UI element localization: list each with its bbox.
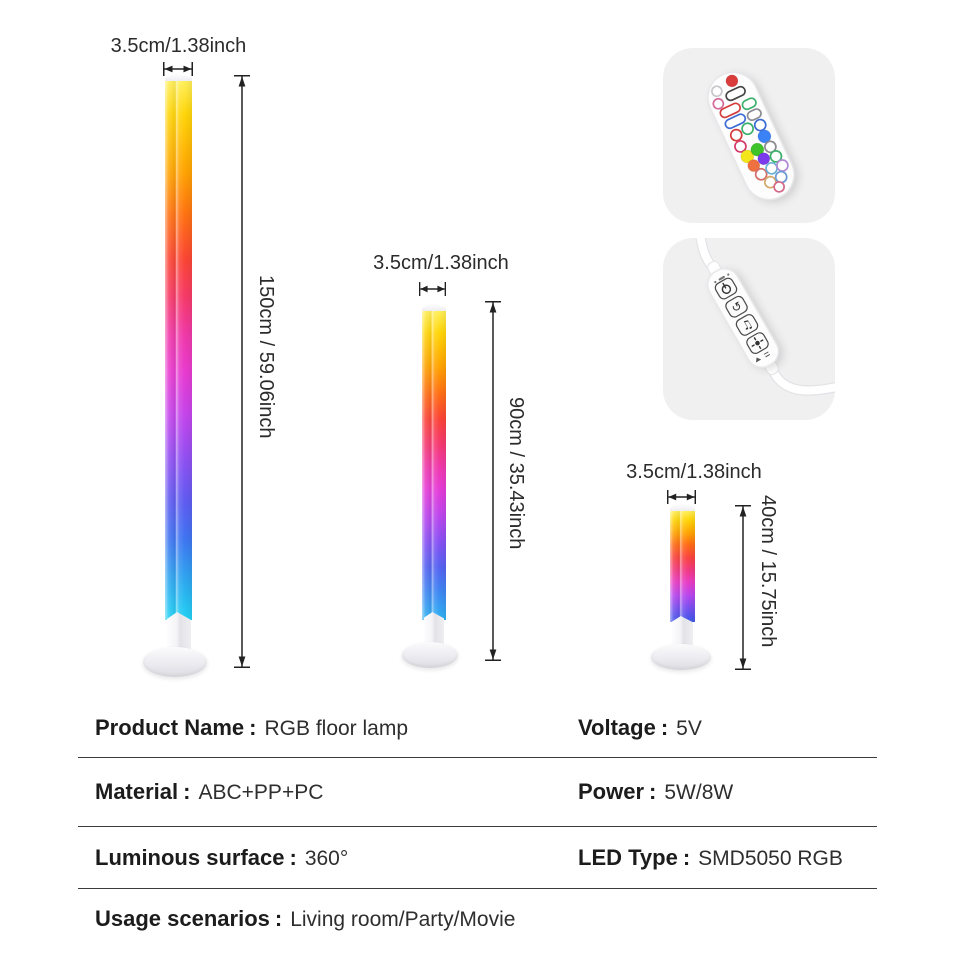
height-dimension-40 (735, 505, 751, 670)
brightness-icon (746, 332, 769, 354)
mode-loop-icon: ↺ (725, 295, 748, 318)
height-dimension-150 (234, 75, 250, 668)
lamp-150-top-cap (165, 73, 192, 82)
remote-buttons (711, 74, 789, 193)
spec-value: ABC+PP+PC (198, 781, 324, 804)
lamp-90-top-cap (422, 303, 446, 312)
width-label-90: 3.5cm/1.38inch (373, 252, 509, 274)
width-label-40: 3.5cm/1.38inch (626, 461, 762, 483)
height-label-40: 40cm / 15.75inch (757, 495, 779, 648)
width-arrow-150 (163, 62, 193, 76)
lamp-bar-40 (670, 511, 695, 622)
lamp-90-base (402, 642, 458, 668)
remote-control (707, 71, 795, 201)
spec-row-product-name: Product Name: RGB floor lamp Voltage:5V (78, 698, 877, 758)
spec-row-material: Material: ABC+PP+PC Power:5W/8W (78, 758, 877, 827)
spec-label: Power (578, 779, 645, 804)
spec-value: Living room/Party/Movie (290, 907, 516, 931)
remote-panel (663, 48, 835, 223)
spec-label: Material (95, 779, 179, 804)
spec-label: LED Type (578, 844, 678, 870)
power-icon (714, 277, 738, 300)
music-icon: ♫ (735, 314, 759, 336)
controller-panel: ↺ ♫ (663, 228, 847, 420)
lamp-bar-90 (422, 311, 446, 620)
spec-value: 5W/8W (664, 781, 734, 804)
height-label-90: 90cm / 35.43inch (505, 397, 527, 550)
spec-row-luminous-surface: Luminous surface:360° LED Type: SMD5050 R… (78, 827, 877, 889)
spec-value: RGB floor lamp (264, 716, 409, 740)
colon-separator: : (274, 905, 283, 931)
colon-separator: : (183, 779, 191, 804)
lamp-bar-150 (165, 81, 192, 620)
colon-separator: : (649, 779, 657, 804)
spec-value: SMD5050 RGB (698, 846, 843, 870)
spec-table: Product Name: RGB floor lamp Voltage:5V M… (78, 698, 877, 948)
spec-label: Voltage (578, 714, 656, 740)
height-label-150: 150cm / 59.06inch (255, 275, 277, 439)
spec-label: Luminous surface (95, 844, 285, 870)
colon-separator: : (289, 844, 297, 870)
width-arrow-40 (667, 490, 696, 504)
spec-value: 360° (304, 846, 349, 870)
spec-value: 5V (676, 716, 702, 740)
colon-separator: : (682, 844, 691, 870)
controller-body: ↺ ♫ (706, 260, 780, 376)
inline-controller: ↺ ♫ (694, 228, 847, 396)
width-label-150: 3.5cm/1.38inch (110, 35, 247, 57)
colon-separator: : (249, 714, 257, 740)
spec-label: Usage scenarios (95, 905, 270, 931)
spec-label: Product Name (95, 714, 245, 740)
lamp-40-base (651, 644, 711, 670)
width-arrow-90 (419, 282, 446, 296)
colon-separator: : (660, 714, 669, 740)
lamp-150-base (143, 647, 207, 677)
lamp-40-top-cap (670, 503, 695, 512)
height-dimension-90 (485, 301, 501, 661)
spec-row-usage-scenarios: Usage scenarios: Living room/Party/Movie (78, 889, 877, 948)
